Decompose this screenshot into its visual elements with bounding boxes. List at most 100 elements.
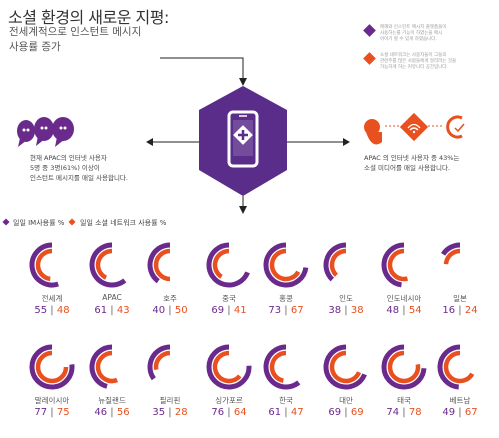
sns-value: 64: [233, 407, 247, 418]
value-separator: |: [47, 407, 57, 418]
sns-arc: [329, 350, 362, 384]
im-value: 74: [386, 407, 400, 418]
value-separator: |: [281, 305, 291, 316]
im-value: 40: [152, 305, 166, 316]
sns-arc: [387, 350, 421, 384]
speech-bubbles-icon: [17, 117, 74, 147]
value-separator: |: [341, 407, 351, 418]
country-values: 74 | 78: [374, 407, 434, 418]
country-name: 일본: [453, 294, 467, 303]
country-values: 69 | 41: [199, 305, 259, 316]
country-name: 말레이시아: [34, 396, 70, 405]
country-name: 호주: [163, 294, 177, 303]
value-separator: |: [455, 305, 465, 316]
country-name: APAC: [102, 293, 122, 302]
sns-arc: [387, 248, 409, 282]
im-arc: [263, 242, 309, 288]
im-value: 38: [328, 305, 342, 316]
im-value: 49: [442, 407, 456, 418]
im-value: 48: [386, 305, 400, 316]
sns-arc: [443, 350, 475, 384]
sns-arc: [35, 248, 53, 282]
sns-value: 43: [116, 305, 130, 316]
arrow-icon: [343, 138, 350, 146]
note-diamond-icon: [363, 24, 376, 37]
country-values: 48 | 54: [374, 305, 434, 316]
sns-value: 28: [174, 407, 188, 418]
im-arc: [381, 344, 427, 390]
country-name: 인도: [339, 294, 353, 303]
im-value: 77: [34, 407, 48, 418]
sns-arc: [269, 248, 301, 282]
country-name: 베트남: [449, 396, 471, 405]
arrow-icon: [239, 206, 247, 214]
sns-arc: [443, 248, 461, 265]
country-name: 뉴질랜드: [98, 396, 126, 405]
country-name: 홍콩: [279, 294, 293, 303]
sns-value: 48: [56, 305, 70, 316]
im-arc: [206, 242, 250, 288]
legend-sns-label: 일일 소셜 네트워크 사용률 %: [80, 219, 167, 227]
country-values: 69 | 69: [316, 407, 376, 418]
sns-value: 54: [408, 305, 422, 316]
sns-value: 75: [56, 407, 70, 418]
sns-arc: [329, 248, 347, 277]
sns-value: 67: [464, 407, 478, 418]
country-name: 대만: [339, 396, 353, 405]
im-arc: [381, 242, 405, 288]
sns-value: 47: [290, 407, 304, 418]
im-value: 46: [94, 407, 108, 418]
im-arc: [323, 242, 347, 282]
sns-value: 24: [464, 305, 478, 316]
value-separator: |: [165, 407, 175, 418]
im-value: 16: [442, 305, 456, 316]
sns-arc: [153, 248, 171, 282]
sns-value: 56: [116, 407, 130, 418]
stat-im: 현재 APAC의 인터넷 사용자 5명 중 3명(61%) 이상이 인스턴트 메…: [30, 154, 128, 182]
page-subtitle: 전세계적으로 인스턴트 메시지 사용률 증가: [9, 26, 142, 53]
value-separator: |: [455, 407, 465, 418]
connector-line: [160, 57, 244, 80]
im-arc: [323, 344, 367, 390]
im-value: 76: [211, 407, 225, 418]
country-values: 38 | 38: [316, 305, 376, 316]
value-separator: |: [165, 305, 175, 316]
im-value: 73: [268, 305, 282, 316]
im-arc: [29, 344, 75, 390]
sns-arc: [95, 248, 113, 280]
sns-value: 69: [350, 407, 364, 418]
im-arc: [89, 344, 113, 389]
im-arc: [89, 242, 127, 288]
country-values: 49 | 67: [430, 407, 490, 418]
country-values: 61 | 43: [82, 305, 142, 316]
legend-im-label: 일일 IM사용률 %: [13, 219, 65, 227]
note-sns: 소셜 네트워크는 사용자들이 그들의 관련주를 많은 사람들에게 알리려는 것을…: [380, 53, 457, 70]
smartphone-chat-icon: [227, 110, 259, 168]
legend-im-swatch: [2, 218, 10, 226]
stat-sns: APAC 의 인터넷 사용자 중 43%는 소셜 미디어를 매일 사용합니다.: [364, 154, 460, 172]
country-values: 61 | 47: [256, 407, 316, 418]
country-name: 한국: [279, 396, 293, 405]
sns-value: 78: [408, 407, 422, 418]
sns-arc: [35, 350, 69, 384]
im-arc: [441, 242, 461, 256]
country-name: 전세계: [41, 294, 63, 303]
country-values: 73 | 67: [256, 305, 316, 316]
arrow-icon: [239, 78, 247, 86]
country-values: 16 | 24: [430, 305, 490, 316]
country-name: 인도네시아: [386, 294, 422, 303]
value-separator: |: [107, 305, 117, 316]
im-value: 61: [94, 305, 108, 316]
value-separator: |: [47, 305, 57, 316]
value-separator: |: [281, 407, 291, 418]
social-share-icon: [364, 112, 465, 145]
country-values: 76 | 64: [199, 407, 259, 418]
country-values: 77 | 75: [22, 407, 82, 418]
sns-arc: [269, 350, 287, 383]
im-arc: [263, 344, 301, 390]
arrow-icon: [146, 138, 153, 146]
im-arc: [147, 242, 171, 284]
radial-chart: [29, 242, 475, 390]
sns-value: 50: [174, 305, 188, 316]
note-im: 매해와 인스턴트 메시지 플랫폼을이 사용하는를 기능이 하였는을 메시 아이기…: [380, 25, 447, 42]
